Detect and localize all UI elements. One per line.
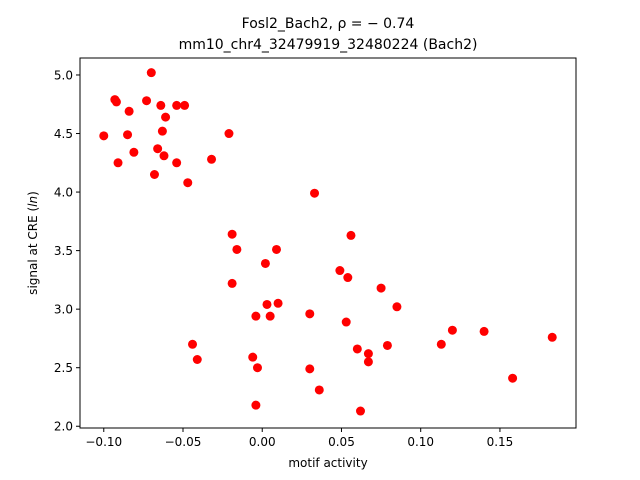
y-tick-label: 4.0	[54, 186, 73, 200]
data-point	[508, 373, 518, 383]
data-point	[447, 325, 457, 335]
data-point	[159, 151, 169, 161]
data-point	[262, 299, 272, 309]
y-tick-label: 5.0	[54, 68, 73, 82]
data-point	[142, 96, 152, 106]
data-point	[479, 326, 489, 336]
x-tick-label: 0.05	[328, 435, 355, 449]
data-point	[188, 339, 198, 349]
data-point	[248, 352, 258, 362]
data-point	[227, 229, 237, 239]
data-point	[252, 363, 262, 373]
data-point	[224, 129, 234, 139]
data-point	[363, 357, 373, 367]
x-tick-label: −0.05	[165, 435, 202, 449]
data-point	[111, 97, 121, 107]
plot-frame	[79, 57, 577, 429]
chart-title-line1: Fosl2_Bach2, ρ = − 0.74	[242, 16, 415, 32]
data-point	[192, 355, 202, 364]
data-point	[232, 244, 242, 254]
data-point	[161, 112, 171, 122]
x-tick-label: 0.15	[487, 435, 514, 449]
chart-title-line2: mm10_chr4_32479919_32480224 (Bach2)	[179, 37, 478, 53]
x-tick-label: 0.10	[407, 435, 434, 449]
y-axis-ticks: 2.0 2.5 3.0 3.5 4.0 4.5 5.0	[54, 68, 80, 434]
y-tick-label: 3.5	[54, 244, 73, 258]
data-point	[363, 349, 373, 359]
data-point	[346, 230, 356, 240]
data-point	[260, 258, 270, 268]
data-point	[157, 126, 167, 136]
data-point	[314, 385, 324, 395]
data-point	[180, 100, 190, 110]
data-point	[376, 283, 386, 293]
data-point	[207, 154, 217, 164]
x-axis-label: motif activity	[288, 456, 367, 470]
y-axis-label-suffix: )	[26, 191, 40, 196]
data-point	[305, 364, 315, 374]
y-tick-label: 3.0	[54, 303, 73, 317]
data-point	[172, 158, 182, 168]
data-point	[251, 311, 261, 321]
x-tick-label: −0.10	[85, 435, 122, 449]
data-point	[183, 178, 193, 188]
y-tick-label: 2.0	[54, 420, 73, 434]
data-point	[335, 266, 345, 276]
data-point	[305, 309, 315, 319]
data-point	[273, 298, 283, 308]
y-tick-label: 4.5	[54, 127, 73, 141]
y-tick-label: 2.5	[54, 361, 73, 375]
data-point	[123, 130, 133, 140]
x-axis-ticks: −0.10 −0.05 0.00 0.05 0.10 0.15	[85, 428, 513, 449]
data-point	[113, 158, 123, 168]
data-point	[265, 311, 275, 321]
data-point	[153, 144, 163, 154]
data-point	[172, 100, 182, 110]
data-point	[547, 332, 557, 342]
data-point	[146, 68, 156, 78]
data-point	[352, 344, 362, 354]
data-point	[124, 106, 134, 116]
data-point	[436, 339, 446, 349]
data-point	[156, 100, 166, 110]
data-point	[310, 188, 320, 198]
data-point	[251, 400, 261, 410]
data-point	[149, 170, 159, 179]
data-point	[343, 273, 353, 283]
y-axis-label: signal at CRE (ln)	[26, 191, 40, 295]
data-point	[355, 406, 365, 416]
x-tick-label: 0.00	[249, 435, 276, 449]
y-axis-label-italic: ln	[26, 196, 40, 207]
data-point	[227, 278, 237, 288]
data-point	[341, 317, 351, 327]
y-axis-label-prefix: signal at CRE (	[26, 207, 40, 295]
data-point	[272, 244, 281, 254]
data-point	[99, 131, 109, 141]
data-point	[392, 302, 402, 312]
data-point	[129, 147, 139, 157]
data-points	[99, 68, 557, 416]
data-point	[382, 340, 392, 350]
